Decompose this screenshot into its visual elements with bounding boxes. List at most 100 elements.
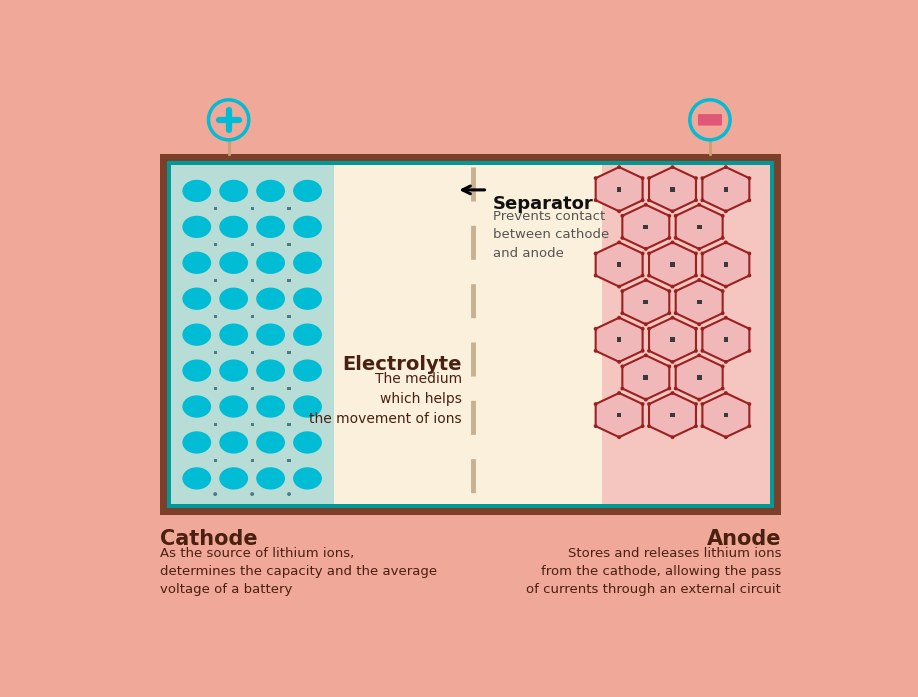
Circle shape [287,492,291,496]
Circle shape [617,284,621,289]
Circle shape [641,424,644,428]
Circle shape [644,247,648,251]
Text: Stores and releases lithium ions
from the cathode, allowing the pass
of currents: Stores and releases lithium ions from th… [526,547,781,596]
Bar [214,423,217,426]
Circle shape [724,360,728,364]
Text: As the source of lithium ions,
determines the capacity and the average
voltage o: As the source of lithium ions, determine… [160,547,437,596]
FancyBboxPatch shape [698,114,722,125]
Circle shape [667,365,671,368]
Circle shape [670,316,675,320]
Bar [617,413,621,418]
Circle shape [700,274,704,277]
Ellipse shape [293,395,322,418]
Circle shape [647,327,651,330]
Bar [287,423,291,426]
Circle shape [621,365,624,368]
Ellipse shape [219,360,248,382]
Circle shape [617,165,621,169]
Circle shape [698,397,701,401]
Circle shape [674,365,677,368]
Bar [214,243,217,246]
Circle shape [621,387,624,390]
Ellipse shape [256,215,285,238]
Circle shape [747,274,751,277]
Ellipse shape [183,252,211,274]
Circle shape [641,199,644,202]
Bar [251,459,253,462]
Bar [287,279,291,282]
Circle shape [644,203,648,207]
Circle shape [674,289,677,293]
Circle shape [670,435,675,439]
Text: Separator: Separator [493,194,594,213]
Circle shape [594,274,598,277]
Circle shape [641,349,644,353]
Circle shape [747,176,751,180]
Ellipse shape [219,431,248,454]
Circle shape [647,402,651,406]
Circle shape [594,424,598,428]
Bar [670,187,675,192]
Ellipse shape [256,288,285,310]
Bar [644,224,648,229]
Circle shape [667,214,671,217]
Bar [214,387,217,390]
Circle shape [647,252,651,255]
Ellipse shape [293,252,322,274]
Ellipse shape [183,360,211,382]
Polygon shape [649,243,696,286]
Text: Electrolyte: Electrolyte [342,355,462,374]
Circle shape [667,236,671,240]
Bar [697,224,701,229]
Bar [723,413,728,418]
Circle shape [641,176,644,180]
Circle shape [698,353,701,358]
Circle shape [670,360,675,364]
Bar [251,387,253,390]
Ellipse shape [183,467,211,489]
Bar [171,165,334,504]
Ellipse shape [293,288,322,310]
Ellipse shape [256,395,285,418]
Circle shape [617,240,621,245]
Bar [251,423,253,426]
Circle shape [641,402,644,406]
Bar [644,300,648,305]
Ellipse shape [256,431,285,454]
Circle shape [698,322,701,326]
Text: Prevents contact
between cathode
and anode: Prevents contact between cathode and ano… [493,210,609,260]
Bar [287,243,291,246]
Circle shape [724,240,728,245]
Circle shape [670,391,675,395]
Circle shape [700,424,704,428]
Circle shape [698,247,701,251]
Circle shape [617,209,621,213]
Circle shape [747,402,751,406]
Circle shape [674,214,677,217]
Polygon shape [676,280,722,324]
Polygon shape [649,167,696,211]
Circle shape [700,327,704,330]
Ellipse shape [219,215,248,238]
Circle shape [641,274,644,277]
Circle shape [694,349,698,353]
Bar [251,351,253,354]
Bar [287,207,291,210]
Circle shape [747,424,751,428]
Bar [723,187,728,192]
Bar [251,243,253,246]
Ellipse shape [219,288,248,310]
Text: Cathode: Cathode [160,529,257,549]
Bar [251,279,253,282]
Polygon shape [702,393,749,437]
Polygon shape [676,355,722,399]
Bar [160,155,781,515]
Circle shape [698,278,701,282]
Bar [644,375,648,380]
Circle shape [670,165,675,169]
Circle shape [594,402,598,406]
Circle shape [694,327,698,330]
Circle shape [721,289,724,293]
Ellipse shape [183,323,211,346]
Ellipse shape [256,323,285,346]
